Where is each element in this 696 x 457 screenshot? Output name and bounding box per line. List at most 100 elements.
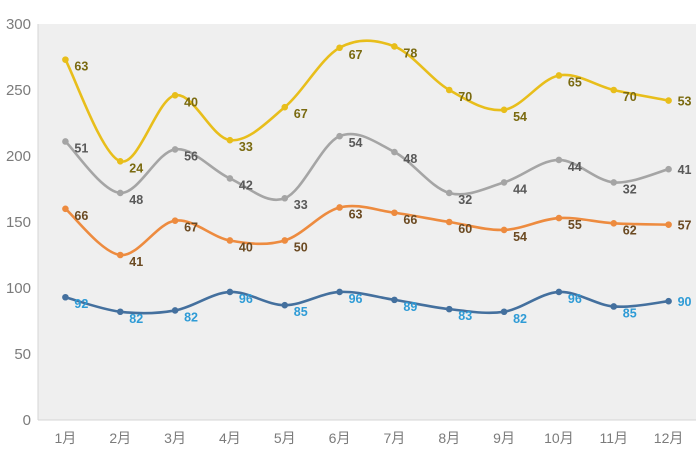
data-label: 66 [403,213,417,227]
data-label: 32 [623,182,637,196]
series-marker[interactable] [555,156,563,164]
data-label: 41 [129,255,143,269]
series-gray-labels: 51 48 56 42 33 54 48 32 44 44 32 41 [74,136,691,212]
data-label: 48 [129,193,143,207]
data-label: 65 [568,75,582,89]
series-marker[interactable] [116,189,124,197]
series-layer [62,39,672,316]
data-label: 70 [458,90,472,104]
data-label: 32 [458,193,472,207]
x-axis-tick-label: 2月 [109,430,131,446]
x-axis-tick-label: 12月 [654,430,684,446]
series-marker[interactable] [62,205,69,213]
data-label: 41 [678,163,692,177]
plot-area-background [38,24,696,420]
series-marker[interactable] [610,179,618,186]
data-label: 63 [74,60,88,74]
series-marker[interactable] [336,288,343,296]
data-label: 55 [568,218,582,232]
series-marker[interactable] [500,106,508,114]
data-label: 24 [129,161,143,175]
series-marker[interactable] [445,305,453,313]
series-marker[interactable] [500,308,508,316]
data-label: 96 [239,292,253,306]
series-marker[interactable] [62,293,69,301]
x-axis-tick-label: 11月 [599,430,628,446]
data-label: 54 [513,110,527,124]
series-marker[interactable] [336,132,343,140]
data-label: 70 [623,90,637,104]
series-marker[interactable] [62,56,69,63]
series-marker[interactable] [226,237,234,244]
y-axis-tick-label: 50 [14,346,31,363]
series-marker[interactable] [391,148,398,156]
series-marker[interactable] [500,179,508,186]
y-axis-tick-label: 200 [6,148,31,165]
data-label: 66 [74,209,88,223]
series-marker[interactable] [62,138,69,145]
series-marker[interactable] [665,297,672,305]
series-marker[interactable] [281,194,289,202]
data-label: 60 [458,222,472,236]
x-axis-tick-label: 3月 [164,430,186,446]
series-marker[interactable] [116,251,124,259]
series-marker[interactable] [610,303,618,310]
series-marker[interactable] [555,288,563,296]
series-marker[interactable] [391,209,398,217]
data-label: 40 [184,95,198,109]
data-label: 48 [403,152,417,166]
series-marker[interactable] [171,91,179,99]
data-label: 42 [239,178,253,192]
data-label: 54 [349,136,363,150]
y-axis: 0 50 100 150 200 250 300 [6,16,31,429]
x-axis: 1月 2月 3月 4月 5月 6月 7月 8月 9月 10月 11月 12月 [55,430,684,446]
series-line [64,290,670,315]
data-label: 33 [239,140,253,154]
data-label: 85 [623,306,637,320]
data-label: 82 [129,312,143,326]
data-label: 44 [513,182,527,196]
y-axis-tick-label: 0 [23,412,31,429]
series-marker[interactable] [555,72,563,79]
series-marker[interactable] [445,86,453,94]
data-label: 53 [678,95,692,109]
series-marker[interactable] [281,301,289,309]
series-marker[interactable] [391,43,398,50]
x-axis-tick-label: 8月 [438,430,460,446]
series-marker[interactable] [226,288,234,296]
series-marker[interactable] [281,103,289,111]
series-marker[interactable] [665,221,672,228]
series-marker[interactable] [445,218,453,226]
series-marker[interactable] [336,204,343,211]
series-marker[interactable] [610,220,618,227]
series-marker[interactable] [226,175,234,182]
x-axis-tick-label: 10月 [544,430,574,446]
series-marker[interactable] [116,308,124,316]
data-label: 92 [74,297,88,311]
series-marker[interactable] [445,189,453,197]
data-label: 67 [184,221,198,235]
series-marker[interactable] [391,296,398,304]
series-marker[interactable] [336,44,343,52]
series-marker[interactable] [555,214,563,222]
series-marker[interactable] [171,146,179,153]
series-marker[interactable] [116,157,124,165]
data-label: 96 [568,292,582,306]
series-marker[interactable] [171,217,179,224]
series-marker[interactable] [610,86,618,94]
x-axis-tick-label: 6月 [329,430,351,446]
y-axis-tick-label: 300 [6,16,31,33]
series-marker[interactable] [226,136,234,144]
data-label: 78 [403,46,417,60]
series-marker[interactable] [281,237,289,244]
data-label: 90 [678,295,692,309]
series-marker[interactable] [171,307,179,314]
series-marker[interactable] [665,97,672,104]
series-marker[interactable] [500,226,508,234]
data-label: 54 [513,230,527,244]
data-label: 67 [294,107,308,121]
data-label: 62 [623,223,637,237]
data-label: 40 [239,240,253,254]
series-marker[interactable] [665,165,672,173]
